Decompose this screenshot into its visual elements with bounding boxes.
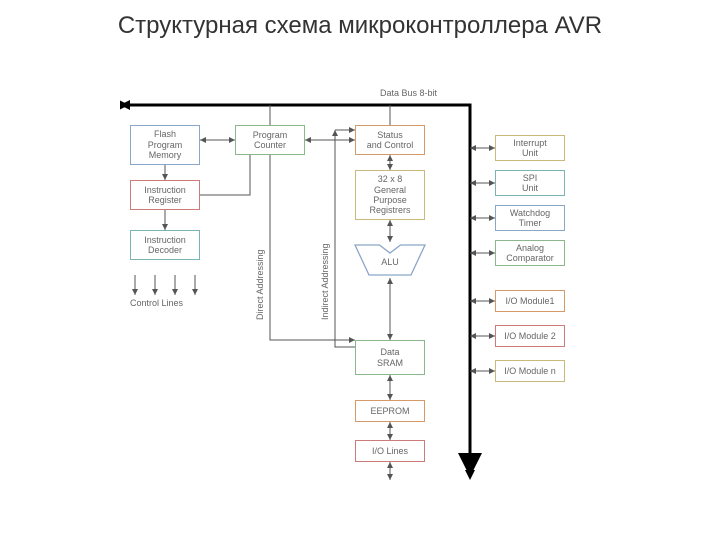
block-intu: Interrupt Unit <box>495 135 565 161</box>
block-ireg: Instruction Register <box>130 180 200 210</box>
block-eeprom: EEPROM <box>355 400 425 422</box>
block-iolines: I/O Lines <box>355 440 425 462</box>
block-spi: SPI Unit <box>495 170 565 196</box>
block-flash: Flash Program Memory <box>130 125 200 165</box>
bus-label: Data Bus 8-bit <box>380 88 437 98</box>
indirect-addressing-label: Indirect Addressing <box>320 220 330 320</box>
page-title: Структурная схема микроконтроллера AVR <box>0 12 720 40</box>
block-pc: Program Counter <box>235 125 305 155</box>
block-acomp: Analog Comparator <box>495 240 565 266</box>
diagram-canvas: ALU Flash Program Memory Program Counter S… <box>120 80 600 520</box>
block-iom1: I/O Module1 <box>495 290 565 312</box>
block-status: Status and Control <box>355 125 425 155</box>
block-iom2: I/O Module 2 <box>495 325 565 347</box>
block-wdt: Watchdog Timer <box>495 205 565 231</box>
control-lines-label: Control Lines <box>130 298 183 308</box>
block-sram: Data SRAM <box>355 340 425 375</box>
block-regs: 32 x 8 General Purpose Registrers <box>355 170 425 220</box>
svg-text:ALU: ALU <box>381 257 399 267</box>
block-idec: Instruction Decoder <box>130 230 200 260</box>
direct-addressing-label: Direct Addressing <box>255 220 265 320</box>
block-iomn: I/O Module n <box>495 360 565 382</box>
